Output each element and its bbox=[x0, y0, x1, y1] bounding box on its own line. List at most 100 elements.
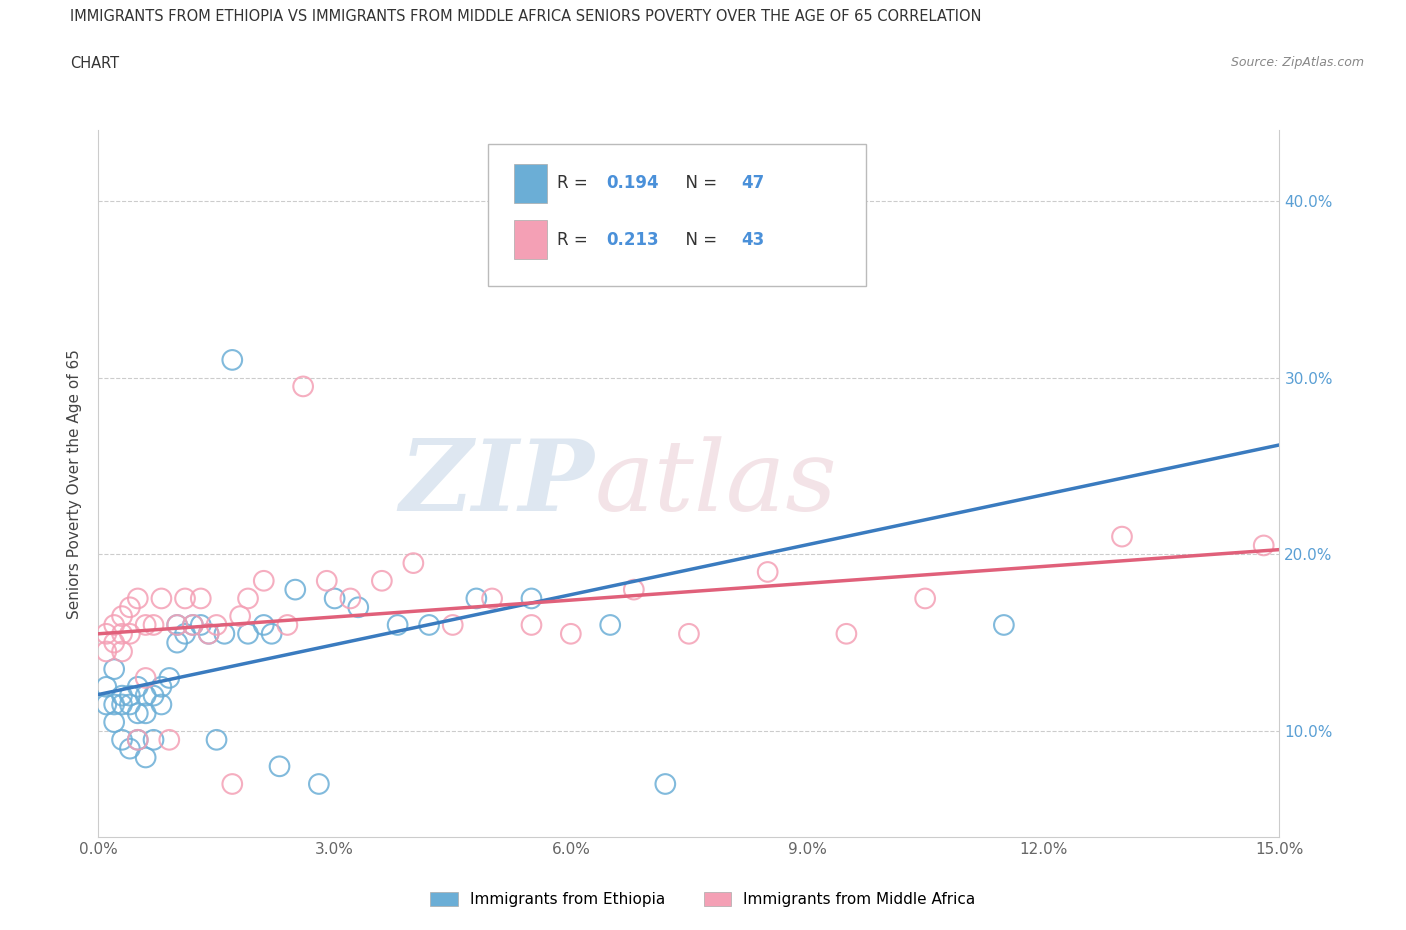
Point bbox=[118, 600, 141, 615]
Point bbox=[1253, 538, 1275, 553]
Point bbox=[150, 679, 173, 694]
Point bbox=[111, 698, 134, 712]
Point bbox=[835, 627, 858, 642]
Point bbox=[96, 679, 118, 694]
Point bbox=[253, 573, 276, 589]
Text: Source: ZipAtlas.com: Source: ZipAtlas.com bbox=[1230, 56, 1364, 69]
Point bbox=[520, 618, 543, 632]
Point bbox=[127, 591, 149, 606]
Point bbox=[96, 627, 118, 642]
Text: 47: 47 bbox=[741, 174, 763, 193]
Point bbox=[308, 777, 330, 791]
Point bbox=[135, 671, 157, 685]
Point bbox=[96, 644, 118, 659]
Point bbox=[260, 627, 283, 642]
Point bbox=[135, 618, 157, 632]
Text: 43: 43 bbox=[741, 231, 763, 248]
Point bbox=[315, 573, 337, 589]
Legend: Immigrants from Ethiopia, Immigrants from Middle Africa: Immigrants from Ethiopia, Immigrants fro… bbox=[425, 885, 981, 913]
Point bbox=[103, 714, 125, 729]
Point bbox=[166, 618, 188, 632]
Point bbox=[150, 591, 173, 606]
Point bbox=[197, 627, 219, 642]
Point bbox=[756, 565, 779, 579]
Point bbox=[387, 618, 409, 632]
Point bbox=[599, 618, 621, 632]
Point bbox=[236, 627, 259, 642]
Point bbox=[157, 671, 180, 685]
Point bbox=[111, 644, 134, 659]
Point bbox=[157, 733, 180, 748]
Point bbox=[371, 573, 394, 589]
Point bbox=[103, 635, 125, 650]
Point bbox=[118, 698, 141, 712]
Point bbox=[269, 759, 291, 774]
Text: N =: N = bbox=[675, 174, 723, 193]
Point bbox=[135, 688, 157, 703]
Point bbox=[181, 618, 204, 632]
Text: N =: N = bbox=[675, 231, 723, 248]
Text: ZIP: ZIP bbox=[399, 435, 595, 532]
FancyBboxPatch shape bbox=[515, 220, 547, 259]
Point bbox=[111, 733, 134, 748]
Point bbox=[142, 618, 165, 632]
Point bbox=[205, 733, 228, 748]
Point bbox=[441, 618, 464, 632]
Text: atlas: atlas bbox=[595, 436, 837, 531]
Point bbox=[96, 698, 118, 712]
Point bbox=[190, 591, 212, 606]
Point bbox=[339, 591, 361, 606]
Point bbox=[127, 733, 149, 748]
Point bbox=[174, 627, 197, 642]
Point bbox=[118, 741, 141, 756]
Text: IMMIGRANTS FROM ETHIOPIA VS IMMIGRANTS FROM MIDDLE AFRICA SENIORS POVERTY OVER T: IMMIGRANTS FROM ETHIOPIA VS IMMIGRANTS F… bbox=[70, 9, 981, 24]
Point bbox=[103, 662, 125, 677]
Point bbox=[111, 688, 134, 703]
Point bbox=[142, 733, 165, 748]
Text: R =: R = bbox=[557, 231, 593, 248]
Point bbox=[276, 618, 298, 632]
Point bbox=[135, 706, 157, 721]
Point bbox=[993, 618, 1015, 632]
Text: CHART: CHART bbox=[70, 56, 120, 71]
Point bbox=[465, 591, 488, 606]
Point bbox=[221, 352, 243, 367]
Point bbox=[166, 635, 188, 650]
Point bbox=[481, 591, 503, 606]
Point bbox=[111, 627, 134, 642]
FancyBboxPatch shape bbox=[515, 164, 547, 203]
Point bbox=[678, 627, 700, 642]
Point bbox=[292, 379, 315, 394]
Point bbox=[127, 706, 149, 721]
Point bbox=[229, 609, 252, 624]
Point bbox=[205, 618, 228, 632]
Text: R =: R = bbox=[557, 174, 593, 193]
Point bbox=[347, 600, 370, 615]
Point bbox=[190, 618, 212, 632]
Point bbox=[253, 618, 276, 632]
Point bbox=[111, 609, 134, 624]
Point bbox=[150, 698, 173, 712]
Point bbox=[520, 591, 543, 606]
Point bbox=[135, 750, 157, 764]
Point bbox=[127, 679, 149, 694]
Point bbox=[323, 591, 346, 606]
Point bbox=[103, 698, 125, 712]
Point bbox=[166, 618, 188, 632]
Point bbox=[174, 591, 197, 606]
Point bbox=[560, 627, 582, 642]
Text: 0.213: 0.213 bbox=[606, 231, 659, 248]
Point bbox=[623, 582, 645, 597]
FancyBboxPatch shape bbox=[488, 144, 866, 286]
Point bbox=[418, 618, 440, 632]
Text: 0.194: 0.194 bbox=[606, 174, 659, 193]
Point bbox=[914, 591, 936, 606]
Point bbox=[1111, 529, 1133, 544]
Point bbox=[654, 777, 676, 791]
Point bbox=[284, 582, 307, 597]
Y-axis label: Seniors Poverty Over the Age of 65: Seniors Poverty Over the Age of 65 bbox=[67, 349, 83, 618]
Point bbox=[221, 777, 243, 791]
Point bbox=[127, 733, 149, 748]
Point bbox=[197, 627, 219, 642]
Point bbox=[142, 688, 165, 703]
